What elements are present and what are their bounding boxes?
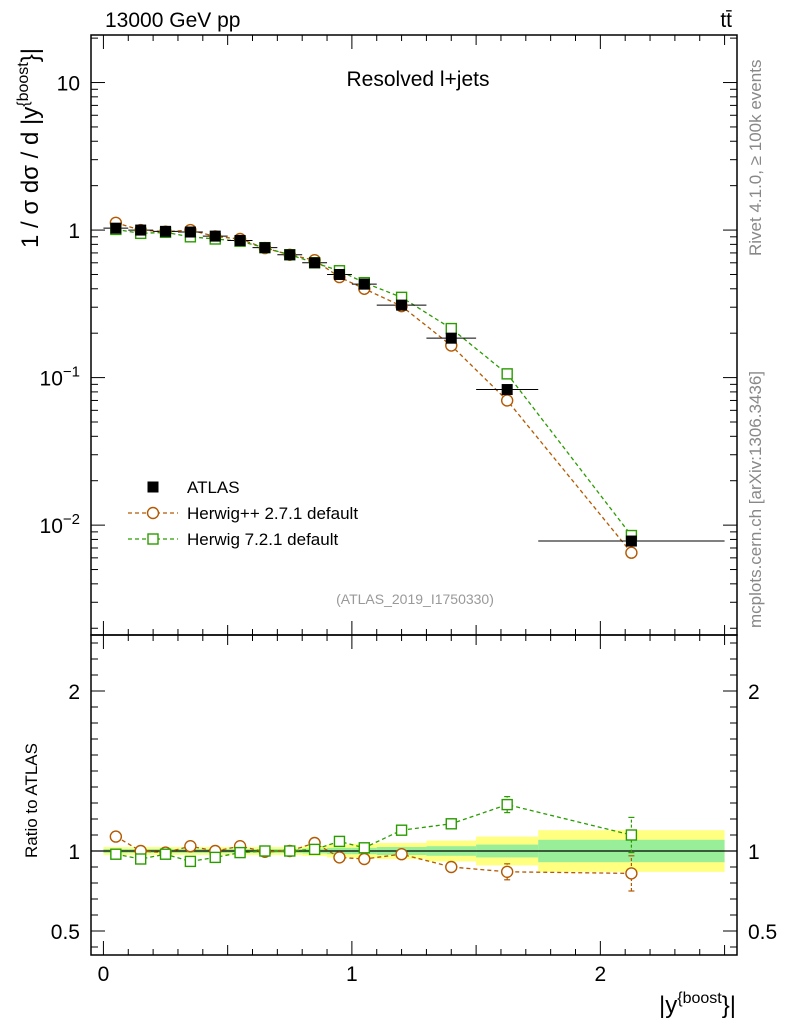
- point-atlas: [501, 384, 513, 396]
- point-atlas: [358, 278, 370, 290]
- main-y-axis-title-main: 1 / σ dσ / d |y: [17, 107, 44, 248]
- ratio-point-herwig7: [501, 798, 513, 811]
- main-y-tick-label: 10−2: [40, 511, 80, 538]
- ratio-panel: [91, 795, 737, 892]
- x-tick-label: 1: [346, 963, 358, 986]
- ratio-frame: [90, 634, 738, 956]
- ratio-point-herwigpp: [445, 860, 458, 874]
- ratio-point-herwig7: [259, 845, 271, 857]
- ratio-point-herwigpp: [625, 867, 638, 880]
- ratio-point-herwig7: [308, 843, 321, 856]
- main-y-axis-title: 1 / σ dσ / d |y{boost}|: [15, 48, 44, 248]
- site-label: mcplots.cern.ch [arXiv:1306.3436]: [746, 371, 765, 628]
- point-atlas: [209, 230, 221, 242]
- ratio-point-herwigpp: [358, 852, 371, 866]
- ratio-point-herwigpp: [500, 865, 514, 878]
- point-atlas: [234, 234, 246, 246]
- x-tick-label: 2: [595, 963, 607, 986]
- ratio-point-herwig7: [625, 829, 638, 841]
- main-y-axis-title-close: }|: [17, 48, 44, 62]
- ratio-point-herwig7: [159, 848, 172, 860]
- main-y-tick-label: 10: [57, 73, 80, 96]
- point-atlas: [259, 242, 271, 254]
- legend-marker-herwig7: [147, 533, 159, 545]
- point-atlas: [309, 257, 321, 269]
- main-y-tick-label: 1: [68, 220, 80, 243]
- main-panel: Resolved l+jets (ATLAS_2019_I1750330): [103, 68, 725, 607]
- x-axis-title-close: }|: [722, 992, 736, 1019]
- main-y-tick-label: 10−1: [40, 364, 80, 391]
- ratio-point-herwig7: [395, 824, 408, 836]
- ratio-y-tick-label-right: 0.5: [748, 921, 777, 944]
- point-atlas: [333, 268, 345, 280]
- ratio-point-herwig7: [333, 835, 346, 848]
- x-axis-title-sup: {boost: [677, 990, 722, 1007]
- y-tick-base: 10: [40, 368, 63, 391]
- ratio-point-herwigpp: [395, 848, 408, 861]
- ratio-point-herwig7: [445, 818, 457, 830]
- legend: ATLAS Herwig++ 2.7.1 default Herwig 7.2.…: [128, 478, 358, 549]
- x-tick-label: 0: [98, 963, 110, 986]
- ratio-point-herwig7: [358, 842, 371, 854]
- main-y-axis-title-sup: {boost: [15, 62, 32, 107]
- ratio-point-herwigpp: [333, 851, 346, 864]
- point-atlas: [184, 226, 196, 238]
- ratio-point-herwig7: [284, 845, 296, 857]
- point-atlas: [160, 225, 172, 237]
- point-atlas: [135, 224, 147, 236]
- point-herwig7: [445, 322, 457, 335]
- rivet-label: Rivet 4.1.0, ≥ 100k events: [746, 60, 765, 256]
- ratio-point-herwig7: [184, 855, 197, 868]
- point-herwigpp: [500, 394, 514, 407]
- y-tick-base: 10: [40, 515, 63, 538]
- point-atlas: [445, 332, 457, 344]
- point-herwig7: [501, 368, 513, 380]
- x-axis-title-main: |y: [659, 992, 677, 1019]
- ratio-point-herwig7: [110, 848, 122, 860]
- point-herwigpp: [625, 546, 638, 559]
- ratio-y-tick-label-left: 1: [68, 841, 80, 864]
- process-label: tt̄: [720, 9, 732, 32]
- energy-label: 13000 GeV pp: [105, 9, 240, 32]
- ratio-point-herwig7: [209, 851, 221, 864]
- ratio-line-herwigpp: [115, 836, 632, 875]
- y-tick-exponent: −1: [63, 364, 80, 381]
- ratio-y-tick-label-left: 0.5: [51, 921, 80, 944]
- legend-marker-atlas: [147, 481, 159, 493]
- analysis-id: (ATLAS_2019_I1750330): [336, 591, 494, 607]
- legend-label-atlas: ATLAS: [187, 478, 240, 497]
- point-atlas: [110, 222, 122, 234]
- ratio-y-tick-label-left: 2: [68, 681, 80, 704]
- main-title: Resolved l+jets: [347, 68, 490, 91]
- legend-label-herwigpp: Herwig++ 2.7.1 default: [187, 504, 358, 523]
- point-atlas: [396, 299, 408, 311]
- legend-label-herwig7: Herwig 7.2.1 default: [187, 530, 338, 549]
- ratio-point-herwigpp: [109, 830, 123, 843]
- legend-marker-herwigpp: [146, 506, 160, 520]
- point-atlas: [284, 249, 296, 261]
- ratio-point-herwigpp: [184, 840, 197, 853]
- ratio-point-herwig7: [134, 853, 147, 865]
- ratio-point-herwig7: [234, 846, 246, 859]
- x-axis-title: |y{boost}|: [659, 990, 736, 1019]
- y-tick-exponent: −2: [63, 511, 80, 528]
- point-atlas: [625, 535, 637, 547]
- ratio-y-tick-label-right: 1: [748, 841, 760, 864]
- ratio-y-tick-label-right: 2: [748, 681, 760, 704]
- ratio-y-axis-title: Ratio to ATLAS: [22, 743, 41, 858]
